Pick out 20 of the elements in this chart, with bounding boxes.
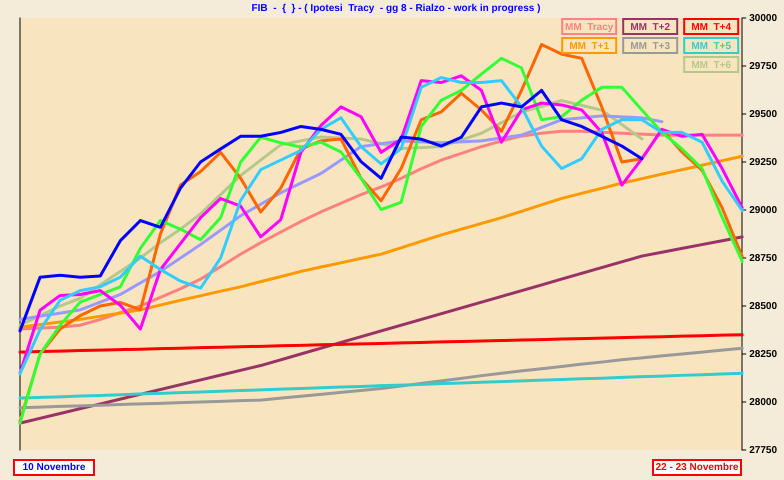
y-tick-label: 28500 — [749, 300, 778, 312]
text: MM T+2 — [630, 22, 670, 33]
text: MM T+4 — [691, 22, 732, 33]
chart-title: FIB - { } - ( Ipotesi Tracy - gg 8 - Rialzo - work in progress ) — [252, 2, 540, 14]
text: MM T+6 — [691, 60, 732, 71]
y-tick-label: 27750 — [749, 444, 778, 456]
y-tick-label: 29000 — [749, 204, 778, 216]
text: MM T+3 — [630, 40, 670, 52]
text: MM T+5 — [691, 40, 732, 52]
y-tick-label: 29250 — [749, 156, 778, 168]
y-tick-label: 29750 — [749, 60, 778, 72]
y-tick-label: 30000 — [749, 12, 778, 24]
text: MM T+1 — [569, 40, 610, 52]
text: 22 - 23 Novembre — [652, 459, 742, 476]
y-tick-label: 29500 — [749, 108, 778, 120]
text: 10 Novembre — [13, 459, 95, 476]
text: MM Tracy — [565, 22, 614, 33]
y-tick-label: 28750 — [749, 252, 778, 264]
y-tick-label: 28000 — [749, 396, 778, 408]
y-tick-label: 28250 — [749, 348, 778, 360]
